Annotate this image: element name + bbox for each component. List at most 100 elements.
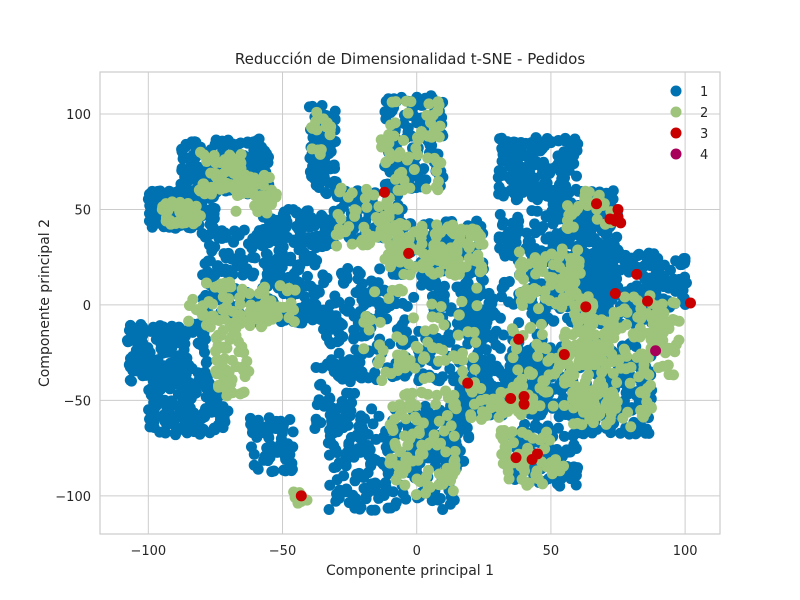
data-point (385, 368, 397, 380)
data-point (229, 225, 241, 237)
data-point (174, 205, 186, 217)
data-point (531, 448, 543, 460)
data-point (249, 189, 261, 201)
data-point (315, 230, 327, 242)
data-point (591, 198, 603, 210)
data-point (409, 261, 421, 273)
data-point (497, 329, 509, 341)
data-point (521, 227, 533, 239)
data-point (376, 375, 388, 387)
data-point (588, 232, 600, 244)
data-point (173, 409, 185, 421)
data-point (408, 163, 420, 175)
data-point (397, 297, 409, 309)
data-point (402, 236, 414, 248)
data-point (130, 345, 142, 357)
data-point (570, 465, 582, 477)
data-point (394, 446, 406, 458)
data-point (418, 372, 430, 384)
data-point (567, 393, 579, 405)
data-point (178, 364, 190, 376)
data-point (525, 321, 537, 333)
data-point (493, 233, 505, 245)
data-point (673, 334, 685, 346)
data-point (384, 147, 396, 159)
data-point (546, 205, 558, 217)
data-point (400, 219, 412, 231)
data-point (529, 421, 541, 433)
data-point (563, 209, 575, 221)
data-point (383, 292, 395, 304)
data-point (430, 398, 442, 410)
data-point (355, 283, 367, 295)
data-point (172, 388, 184, 400)
data-point (417, 448, 429, 460)
data-point (331, 240, 343, 252)
data-point (358, 482, 370, 494)
data-point (295, 235, 307, 247)
data-point (230, 205, 242, 217)
data-point (572, 244, 584, 256)
data-point (309, 289, 321, 301)
data-point (529, 286, 541, 298)
data-point (451, 353, 463, 365)
data-point (513, 215, 525, 227)
data-point (642, 308, 654, 320)
data-point (592, 343, 604, 355)
data-point (311, 417, 323, 429)
data-point (518, 261, 530, 273)
data-point (282, 464, 294, 476)
data-point (518, 391, 530, 403)
data-point (221, 281, 233, 293)
data-point (505, 392, 517, 404)
data-point (358, 343, 370, 355)
data-point (583, 315, 595, 327)
data-point (568, 369, 580, 381)
data-point (452, 329, 464, 341)
series-3 (295, 186, 696, 502)
data-point (395, 408, 407, 420)
data-point (302, 205, 314, 217)
data-point (369, 366, 381, 378)
data-point (367, 418, 379, 430)
data-point (342, 410, 354, 422)
data-point (227, 138, 239, 150)
data-point (238, 224, 250, 236)
data-point (271, 310, 283, 322)
data-point (399, 362, 411, 374)
data-point (195, 146, 207, 158)
data-point (393, 168, 405, 180)
data-point (547, 218, 559, 230)
data-point (493, 395, 505, 407)
data-point (169, 187, 181, 199)
data-point (147, 321, 159, 333)
data-point (423, 98, 435, 110)
data-point (513, 333, 525, 345)
data-point (550, 454, 562, 466)
data-point (512, 364, 524, 376)
data-point (288, 304, 300, 316)
legend-marker (670, 106, 682, 118)
data-point (486, 297, 498, 309)
data-point (441, 409, 453, 421)
legend-label: 1 (700, 85, 708, 100)
data-point (403, 434, 415, 446)
data-point (667, 369, 679, 381)
data-point (506, 426, 518, 438)
data-point (674, 259, 686, 271)
data-point (398, 463, 410, 475)
data-point (613, 354, 625, 366)
data-point (146, 185, 158, 197)
data-point (416, 270, 428, 282)
data-point (333, 347, 345, 359)
data-point (457, 365, 469, 377)
data-point (531, 338, 543, 350)
data-point (256, 198, 268, 210)
data-point (399, 314, 411, 326)
data-point (121, 334, 133, 346)
data-point (564, 186, 576, 198)
data-point (151, 367, 163, 379)
data-point (295, 490, 307, 502)
data-point (201, 277, 213, 289)
data-point (390, 96, 402, 108)
